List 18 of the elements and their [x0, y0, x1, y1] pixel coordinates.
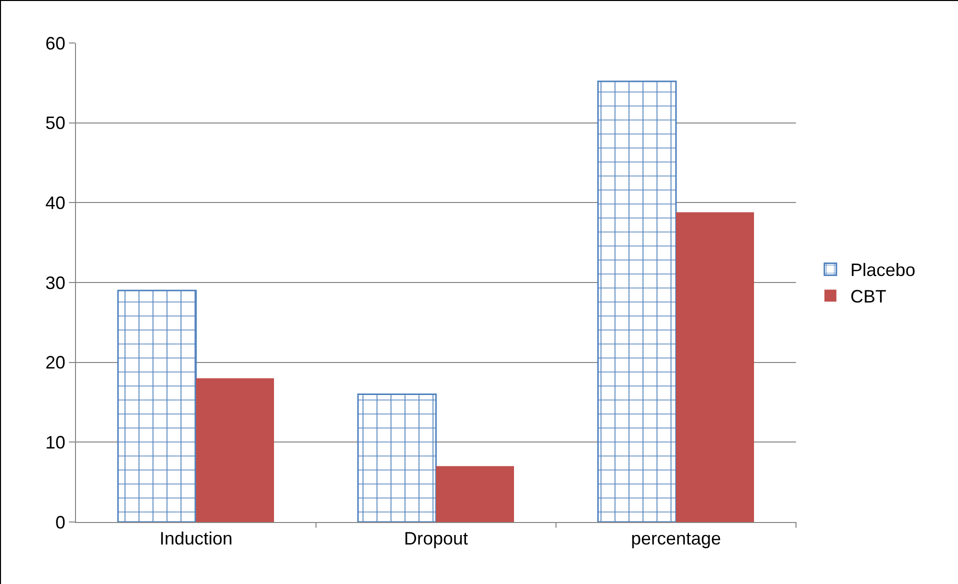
- x-tick-label: Induction: [159, 528, 233, 549]
- text: Placebo: [850, 260, 916, 280]
- bar: [597, 80, 677, 522]
- x-tick-label: Dropout: [404, 528, 468, 549]
- y-tick-label: 10: [45, 432, 66, 452]
- y-tick-label: 0: [55, 512, 66, 532]
- bar: [117, 290, 197, 522]
- bar: [436, 466, 514, 522]
- x-tick-label: percentage: [630, 528, 722, 549]
- y-tick-label: 20: [45, 352, 66, 373]
- y-tick-label: 30: [45, 272, 66, 293]
- bar: [357, 394, 437, 522]
- y-tick-label: 60: [45, 33, 66, 54]
- legend-label: CBT: [850, 286, 886, 307]
- bar: [196, 378, 274, 522]
- y-tick-label: 40: [45, 192, 66, 213]
- bar: [676, 212, 754, 522]
- y-tick-label: 50: [45, 113, 66, 134]
